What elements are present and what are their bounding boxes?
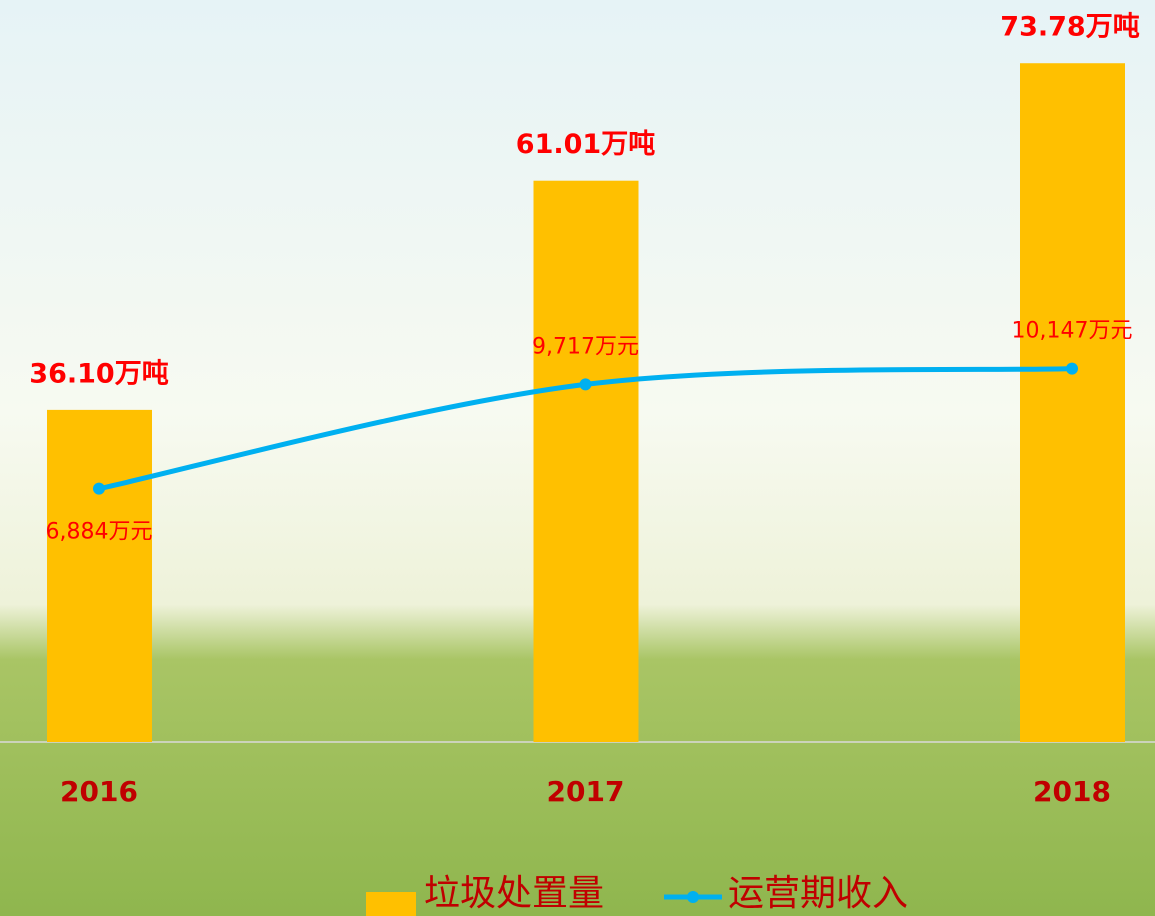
data-label: 9,717万元 bbox=[532, 334, 639, 359]
data-label: 73.78万吨 bbox=[1000, 12, 1139, 43]
legend-label: 运营期收入 bbox=[728, 873, 908, 914]
bar bbox=[533, 180, 639, 742]
line-marker bbox=[1066, 362, 1078, 375]
data-label: 10,147万元 bbox=[1012, 319, 1133, 344]
data-label: 36.10万吨 bbox=[29, 358, 168, 389]
x-tick-label: 2016 bbox=[60, 775, 138, 808]
legend-marker bbox=[687, 891, 699, 903]
line-marker bbox=[93, 482, 105, 495]
x-tick-label: 2017 bbox=[547, 775, 625, 808]
data-label: 61.01万吨 bbox=[516, 129, 655, 160]
bar bbox=[1020, 63, 1125, 742]
x-tick-label: 2018 bbox=[1033, 775, 1111, 808]
bar bbox=[47, 409, 152, 742]
legend-swatch bbox=[366, 892, 416, 916]
legend-label: 垃圾处置量 bbox=[424, 873, 604, 914]
line-marker bbox=[579, 378, 592, 391]
data-label: 6,884万元 bbox=[46, 520, 153, 545]
legend: 垃圾处置量 运营期收入 bbox=[366, 873, 908, 916]
